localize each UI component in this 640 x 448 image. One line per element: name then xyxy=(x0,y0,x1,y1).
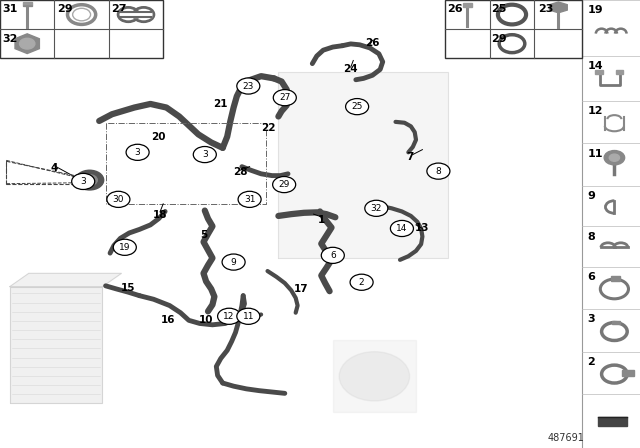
Text: 29: 29 xyxy=(57,4,72,14)
Text: 12: 12 xyxy=(588,106,603,116)
Text: 32: 32 xyxy=(371,204,382,213)
Text: 24: 24 xyxy=(344,65,358,74)
Polygon shape xyxy=(333,340,416,412)
Text: 11: 11 xyxy=(588,149,603,159)
Text: 29: 29 xyxy=(492,34,507,43)
Bar xyxy=(23,2,32,6)
Text: 14: 14 xyxy=(588,61,603,71)
Text: 17: 17 xyxy=(294,284,308,294)
Text: 13: 13 xyxy=(415,224,429,233)
Text: 1: 1 xyxy=(317,215,325,224)
Text: 10: 10 xyxy=(199,315,213,325)
Circle shape xyxy=(238,191,261,207)
Text: 26: 26 xyxy=(447,4,462,14)
Text: 487691: 487691 xyxy=(548,433,585,443)
Text: 8: 8 xyxy=(588,232,595,241)
Polygon shape xyxy=(550,2,567,13)
Text: 25: 25 xyxy=(351,102,363,111)
Text: 31: 31 xyxy=(244,195,255,204)
Circle shape xyxy=(365,200,388,216)
Circle shape xyxy=(237,308,260,324)
Circle shape xyxy=(72,173,95,190)
Circle shape xyxy=(604,151,625,165)
Text: 5: 5 xyxy=(200,230,207,240)
Circle shape xyxy=(20,38,35,49)
Circle shape xyxy=(222,254,245,270)
Text: 6: 6 xyxy=(330,251,335,260)
Circle shape xyxy=(609,154,620,161)
Circle shape xyxy=(273,90,296,106)
Circle shape xyxy=(193,146,216,163)
Text: 29: 29 xyxy=(278,180,290,189)
Text: 14: 14 xyxy=(396,224,408,233)
Text: 6: 6 xyxy=(588,272,595,282)
Text: 3: 3 xyxy=(135,148,140,157)
Text: 3: 3 xyxy=(81,177,86,186)
Circle shape xyxy=(113,239,136,255)
Text: 21: 21 xyxy=(214,99,228,109)
Text: 9: 9 xyxy=(588,191,595,201)
Text: 26: 26 xyxy=(365,38,380,47)
Text: 7: 7 xyxy=(406,152,413,162)
Text: 32: 32 xyxy=(3,34,18,43)
Circle shape xyxy=(390,220,413,237)
Bar xyxy=(616,70,623,74)
Polygon shape xyxy=(10,273,122,287)
Bar xyxy=(0,0,163,58)
Text: 12: 12 xyxy=(223,312,235,321)
Bar xyxy=(622,370,634,376)
Circle shape xyxy=(339,352,410,401)
Circle shape xyxy=(273,177,296,193)
Text: 4: 4 xyxy=(51,163,58,173)
Text: 2: 2 xyxy=(588,357,595,367)
Circle shape xyxy=(218,308,241,324)
Circle shape xyxy=(346,99,369,115)
Text: 15: 15 xyxy=(121,283,135,293)
Circle shape xyxy=(107,191,130,207)
Circle shape xyxy=(350,274,373,290)
Circle shape xyxy=(237,78,260,94)
Circle shape xyxy=(82,175,97,185)
Text: 2: 2 xyxy=(359,278,364,287)
Text: 31: 31 xyxy=(3,4,18,14)
Text: 30: 30 xyxy=(113,195,124,204)
Polygon shape xyxy=(15,34,40,53)
Text: 8: 8 xyxy=(436,167,441,176)
Bar xyxy=(611,276,620,281)
Text: 25: 25 xyxy=(492,4,507,14)
Bar xyxy=(595,70,603,74)
Text: 22: 22 xyxy=(262,123,276,133)
Text: 23: 23 xyxy=(243,82,254,90)
Text: 28: 28 xyxy=(233,168,247,177)
Text: 23: 23 xyxy=(538,4,554,14)
Text: 19: 19 xyxy=(119,243,131,252)
Bar xyxy=(463,3,472,7)
Text: 27: 27 xyxy=(279,93,291,102)
Polygon shape xyxy=(598,417,627,426)
Bar xyxy=(445,0,582,58)
Text: 16: 16 xyxy=(161,315,175,325)
Text: 3: 3 xyxy=(588,314,595,324)
Text: 20: 20 xyxy=(152,132,166,142)
Circle shape xyxy=(76,170,104,190)
Text: 9: 9 xyxy=(231,258,236,267)
Polygon shape xyxy=(10,287,102,403)
Bar xyxy=(121,12,152,17)
Circle shape xyxy=(427,163,450,179)
Text: 18: 18 xyxy=(153,210,167,220)
Bar xyxy=(612,321,620,324)
Circle shape xyxy=(126,144,149,160)
Text: 11: 11 xyxy=(243,312,254,321)
Polygon shape xyxy=(278,72,448,258)
Circle shape xyxy=(321,247,344,263)
Text: 3: 3 xyxy=(202,150,207,159)
Text: 27: 27 xyxy=(111,4,127,14)
Text: 19: 19 xyxy=(588,5,603,15)
